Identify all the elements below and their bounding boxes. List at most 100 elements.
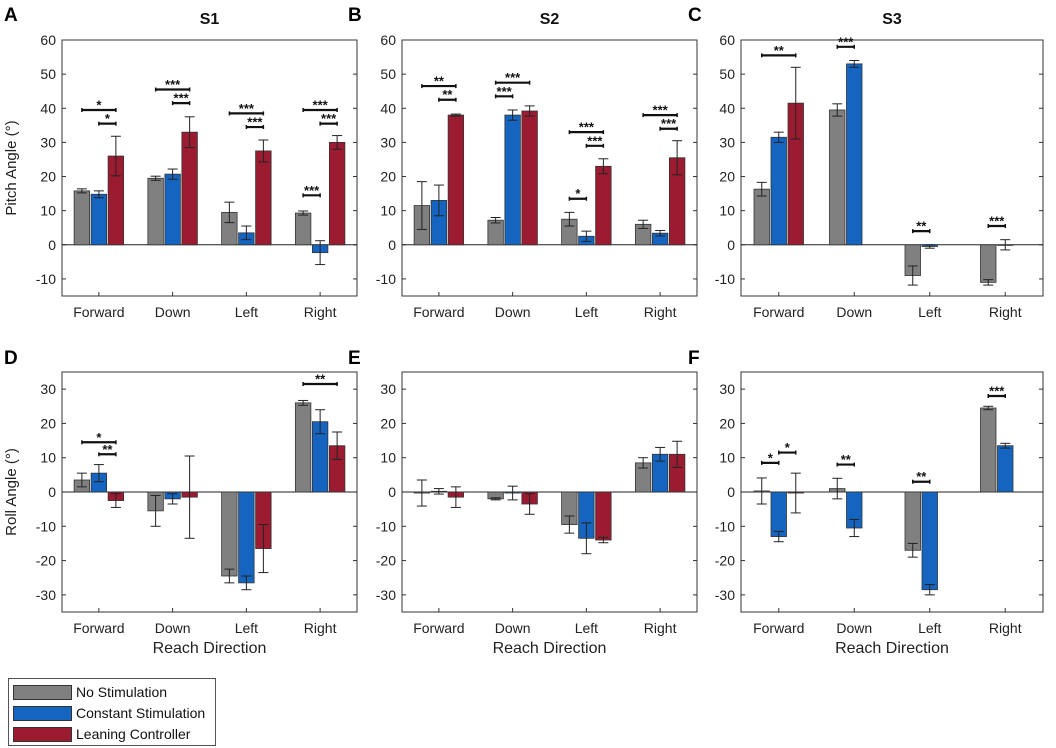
- y-tick-label: -10: [36, 518, 56, 534]
- x-axis-label: Reach Direction: [493, 640, 607, 657]
- bar-no-stimulation: [753, 188, 770, 246]
- panel-label-C: C: [688, 5, 702, 26]
- significance-label: **: [315, 372, 326, 387]
- legend-swatch-red: [13, 726, 72, 742]
- x-tick-label: Down: [495, 304, 531, 320]
- y-tick-label: 40: [380, 100, 396, 116]
- bar-constant-stimulation: [921, 491, 938, 591]
- x-tick-label: Right: [989, 620, 1022, 636]
- y-tick-label: 20: [719, 169, 735, 185]
- panel-label-D: D: [4, 348, 18, 369]
- bar-no-stimulation: [487, 219, 504, 246]
- significance-label: *: [785, 440, 791, 455]
- significance-label: ***: [505, 70, 521, 85]
- y-tick-label: 30: [380, 134, 396, 150]
- bar-constant-stimulation: [997, 445, 1014, 493]
- bar-no-stimulation: [904, 491, 921, 551]
- y-tick-label: -10: [715, 518, 735, 534]
- y-tick-label: 10: [719, 450, 735, 466]
- y-tick-label: -30: [715, 587, 735, 603]
- y-tick-label: 10: [40, 450, 56, 466]
- y-tick-label: -30: [36, 587, 56, 603]
- significance-label: ***: [838, 34, 854, 49]
- axes-frame: [401, 39, 698, 297]
- significance-label: ***: [587, 133, 603, 148]
- legend: No Stimulation Constant Stimulation Lean…: [8, 678, 216, 746]
- significance-label: **: [841, 452, 852, 467]
- axes-frame: [740, 39, 1044, 297]
- y-tick-label: 60: [40, 32, 56, 48]
- bar-constant-stimulation: [504, 114, 521, 246]
- bar-leaning-controller: [328, 141, 346, 246]
- y-tick-label: -10: [36, 271, 56, 287]
- bar-constant-stimulation: [770, 491, 787, 537]
- y-tick-label: 20: [380, 169, 396, 185]
- x-tick-label: Forward: [73, 304, 124, 320]
- x-tick-label: Right: [304, 304, 337, 320]
- bar-no-stimulation: [221, 491, 238, 577]
- panel-title: S1: [200, 11, 220, 28]
- significance-label: ***: [497, 84, 513, 99]
- y-tick-label: 50: [40, 66, 56, 82]
- y-tick-label: 0: [388, 484, 396, 500]
- significance-label: ***: [989, 214, 1005, 229]
- bar-no-stimulation: [147, 177, 164, 246]
- x-tick-label: Forward: [413, 304, 464, 320]
- bar-leaning-controller: [181, 131, 198, 246]
- bar-leaning-controller: [447, 114, 465, 246]
- x-tick-label: Forward: [753, 620, 804, 636]
- y-tick-label: 10: [380, 203, 396, 219]
- y-tick-label: 50: [380, 66, 396, 82]
- legend-swatch-gray: [13, 684, 72, 700]
- x-tick-label: Left: [235, 304, 258, 320]
- significance-label: ***: [239, 101, 255, 116]
- significance-label: ***: [247, 115, 263, 130]
- y-tick-label: -20: [376, 553, 396, 569]
- significance-label: **: [774, 43, 785, 58]
- significance-label: ***: [165, 77, 181, 92]
- bar-leaning-controller: [595, 165, 612, 246]
- bar-constant-stimulation: [846, 63, 863, 246]
- y-tick-label: 0: [727, 484, 735, 500]
- y-tick-label: 30: [719, 381, 735, 397]
- x-tick-label: Down: [836, 620, 872, 636]
- panel-label-B: B: [348, 5, 362, 26]
- x-tick-label: Left: [918, 620, 941, 636]
- bar-leaning-controller: [521, 110, 538, 246]
- panel-label-F: F: [688, 348, 700, 369]
- significance-label: **: [916, 469, 927, 484]
- significance-label: ***: [313, 97, 329, 112]
- significance-label: **: [916, 219, 927, 234]
- x-tick-label: Right: [644, 620, 677, 636]
- significance-label: ***: [304, 183, 320, 198]
- significance-label: ***: [653, 103, 669, 118]
- y-tick-label: 50: [719, 66, 735, 82]
- y-tick-label: 10: [719, 203, 735, 219]
- y-tick-label: 0: [48, 237, 56, 253]
- y-tick-label: 0: [388, 237, 396, 253]
- bar-constant-stimulation: [164, 173, 181, 246]
- x-tick-label: Left: [235, 620, 258, 636]
- significance-label: ***: [661, 116, 677, 131]
- y-axis-label: Roll Angle (°): [3, 448, 20, 536]
- bar-no-stimulation: [829, 109, 846, 246]
- y-axis-label: Pitch Angle (°): [3, 120, 20, 215]
- x-axis-label: Reach Direction: [153, 640, 267, 657]
- bar-leaning-controller: [255, 150, 272, 246]
- significance-label: *: [768, 450, 774, 465]
- significance-label: **: [442, 87, 453, 102]
- panel-title: S2: [540, 11, 560, 28]
- y-tick-label: -10: [715, 271, 735, 287]
- figure-canvas: A S1 -10 0 10 20 30 40 50 60 Forward Down Left Right P…: [3, 5, 1044, 657]
- panel-label-A: A: [4, 5, 18, 26]
- y-tick-label: 60: [719, 32, 735, 48]
- bar-no-stimulation: [980, 244, 997, 283]
- y-tick-label: 30: [40, 381, 56, 397]
- legend-item-constant-stimulation: Constant Stimulation: [13, 703, 205, 723]
- significance-label: **: [434, 74, 445, 89]
- x-tick-label: Down: [155, 304, 191, 320]
- y-tick-label: 40: [40, 100, 56, 116]
- bar-no-stimulation: [294, 212, 312, 246]
- y-tick-label: 0: [727, 237, 735, 253]
- y-tick-label: -20: [36, 553, 56, 569]
